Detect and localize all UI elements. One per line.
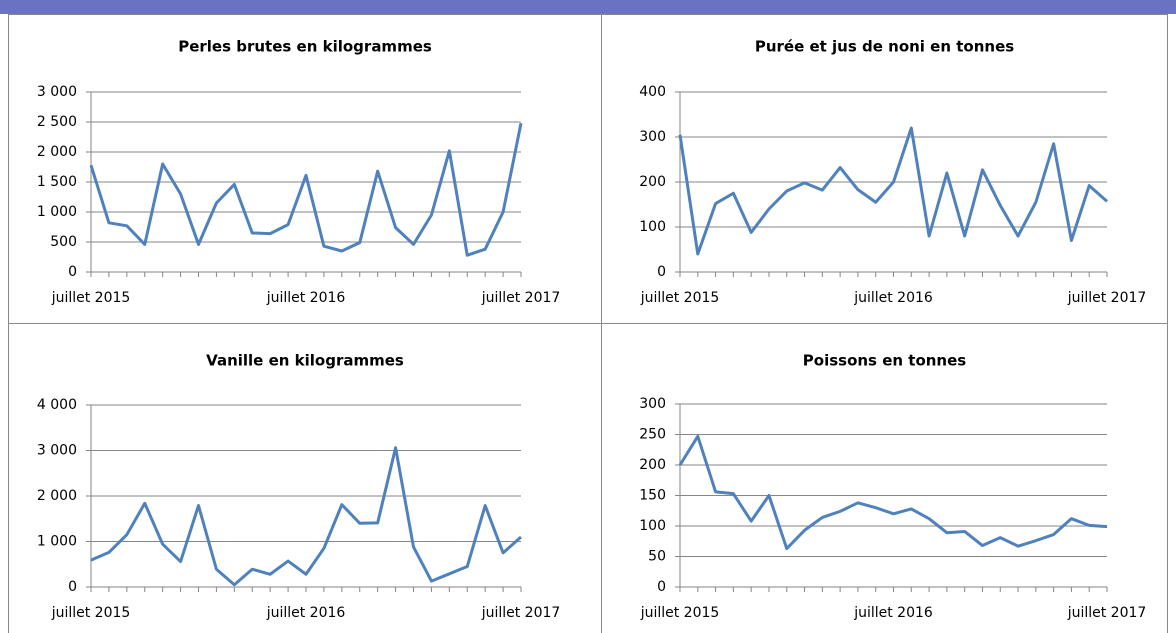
chart-title: Perles brutes en kilogrammes [178, 38, 432, 56]
chart-title: Vanille en kilogrammes [206, 352, 404, 370]
y-tick-label: 100 [639, 219, 666, 235]
y-tick-label: 0 [68, 579, 77, 595]
y-tick-label: 0 [657, 264, 666, 280]
y-tick-label: 2 500 [37, 114, 77, 130]
x-tick-label: juillet 2016 [266, 290, 346, 306]
y-tick-label: 3 000 [37, 443, 77, 459]
x-tick-label: juillet 2015 [51, 605, 131, 621]
y-tick-label: 400 [639, 84, 666, 100]
x-tick-label: juillet 2016 [853, 290, 933, 306]
y-tick-label: 4 000 [37, 397, 77, 413]
y-tick-label: 3 000 [37, 84, 77, 100]
y-tick-label: 2 000 [37, 488, 77, 504]
header-bar [0, 0, 1176, 14]
y-tick-label: 50 [648, 549, 666, 565]
x-tick-label: juillet 2016 [853, 605, 933, 621]
y-tick-label: 300 [639, 396, 666, 412]
y-tick-label: 200 [639, 457, 666, 473]
x-tick-label: juillet 2015 [640, 605, 720, 621]
panel-frame [8, 14, 1168, 633]
y-tick-label: 200 [639, 174, 666, 190]
x-tick-label: juillet 2015 [51, 290, 131, 306]
x-tick-label: juillet 2015 [640, 290, 720, 306]
y-tick-label: 250 [639, 427, 666, 443]
y-tick-label: 150 [639, 488, 666, 504]
y-tick-label: 500 [50, 234, 77, 250]
y-tick-label: 1 000 [37, 204, 77, 220]
x-tick-label: juillet 2017 [481, 605, 561, 621]
y-tick-label: 300 [639, 129, 666, 145]
x-tick-label: juillet 2017 [1067, 605, 1147, 621]
y-tick-label: 2 000 [37, 144, 77, 160]
y-tick-label: 0 [657, 579, 666, 595]
y-tick-label: 100 [639, 518, 666, 534]
x-tick-label: juillet 2016 [266, 605, 346, 621]
y-tick-label: 1 500 [37, 174, 77, 190]
chart-title: Purée et jus de noni en tonnes [755, 38, 1014, 56]
series-line [89, 122, 523, 257]
x-tick-label: juillet 2017 [481, 290, 561, 306]
y-tick-label: 0 [68, 264, 77, 280]
series-line [678, 126, 1108, 256]
x-tick-label: juillet 2017 [1067, 290, 1147, 306]
chart-title: Poissons en tonnes [803, 352, 967, 370]
y-tick-label: 1 000 [37, 534, 77, 550]
series-line [90, 446, 522, 587]
series-line [678, 434, 1108, 551]
